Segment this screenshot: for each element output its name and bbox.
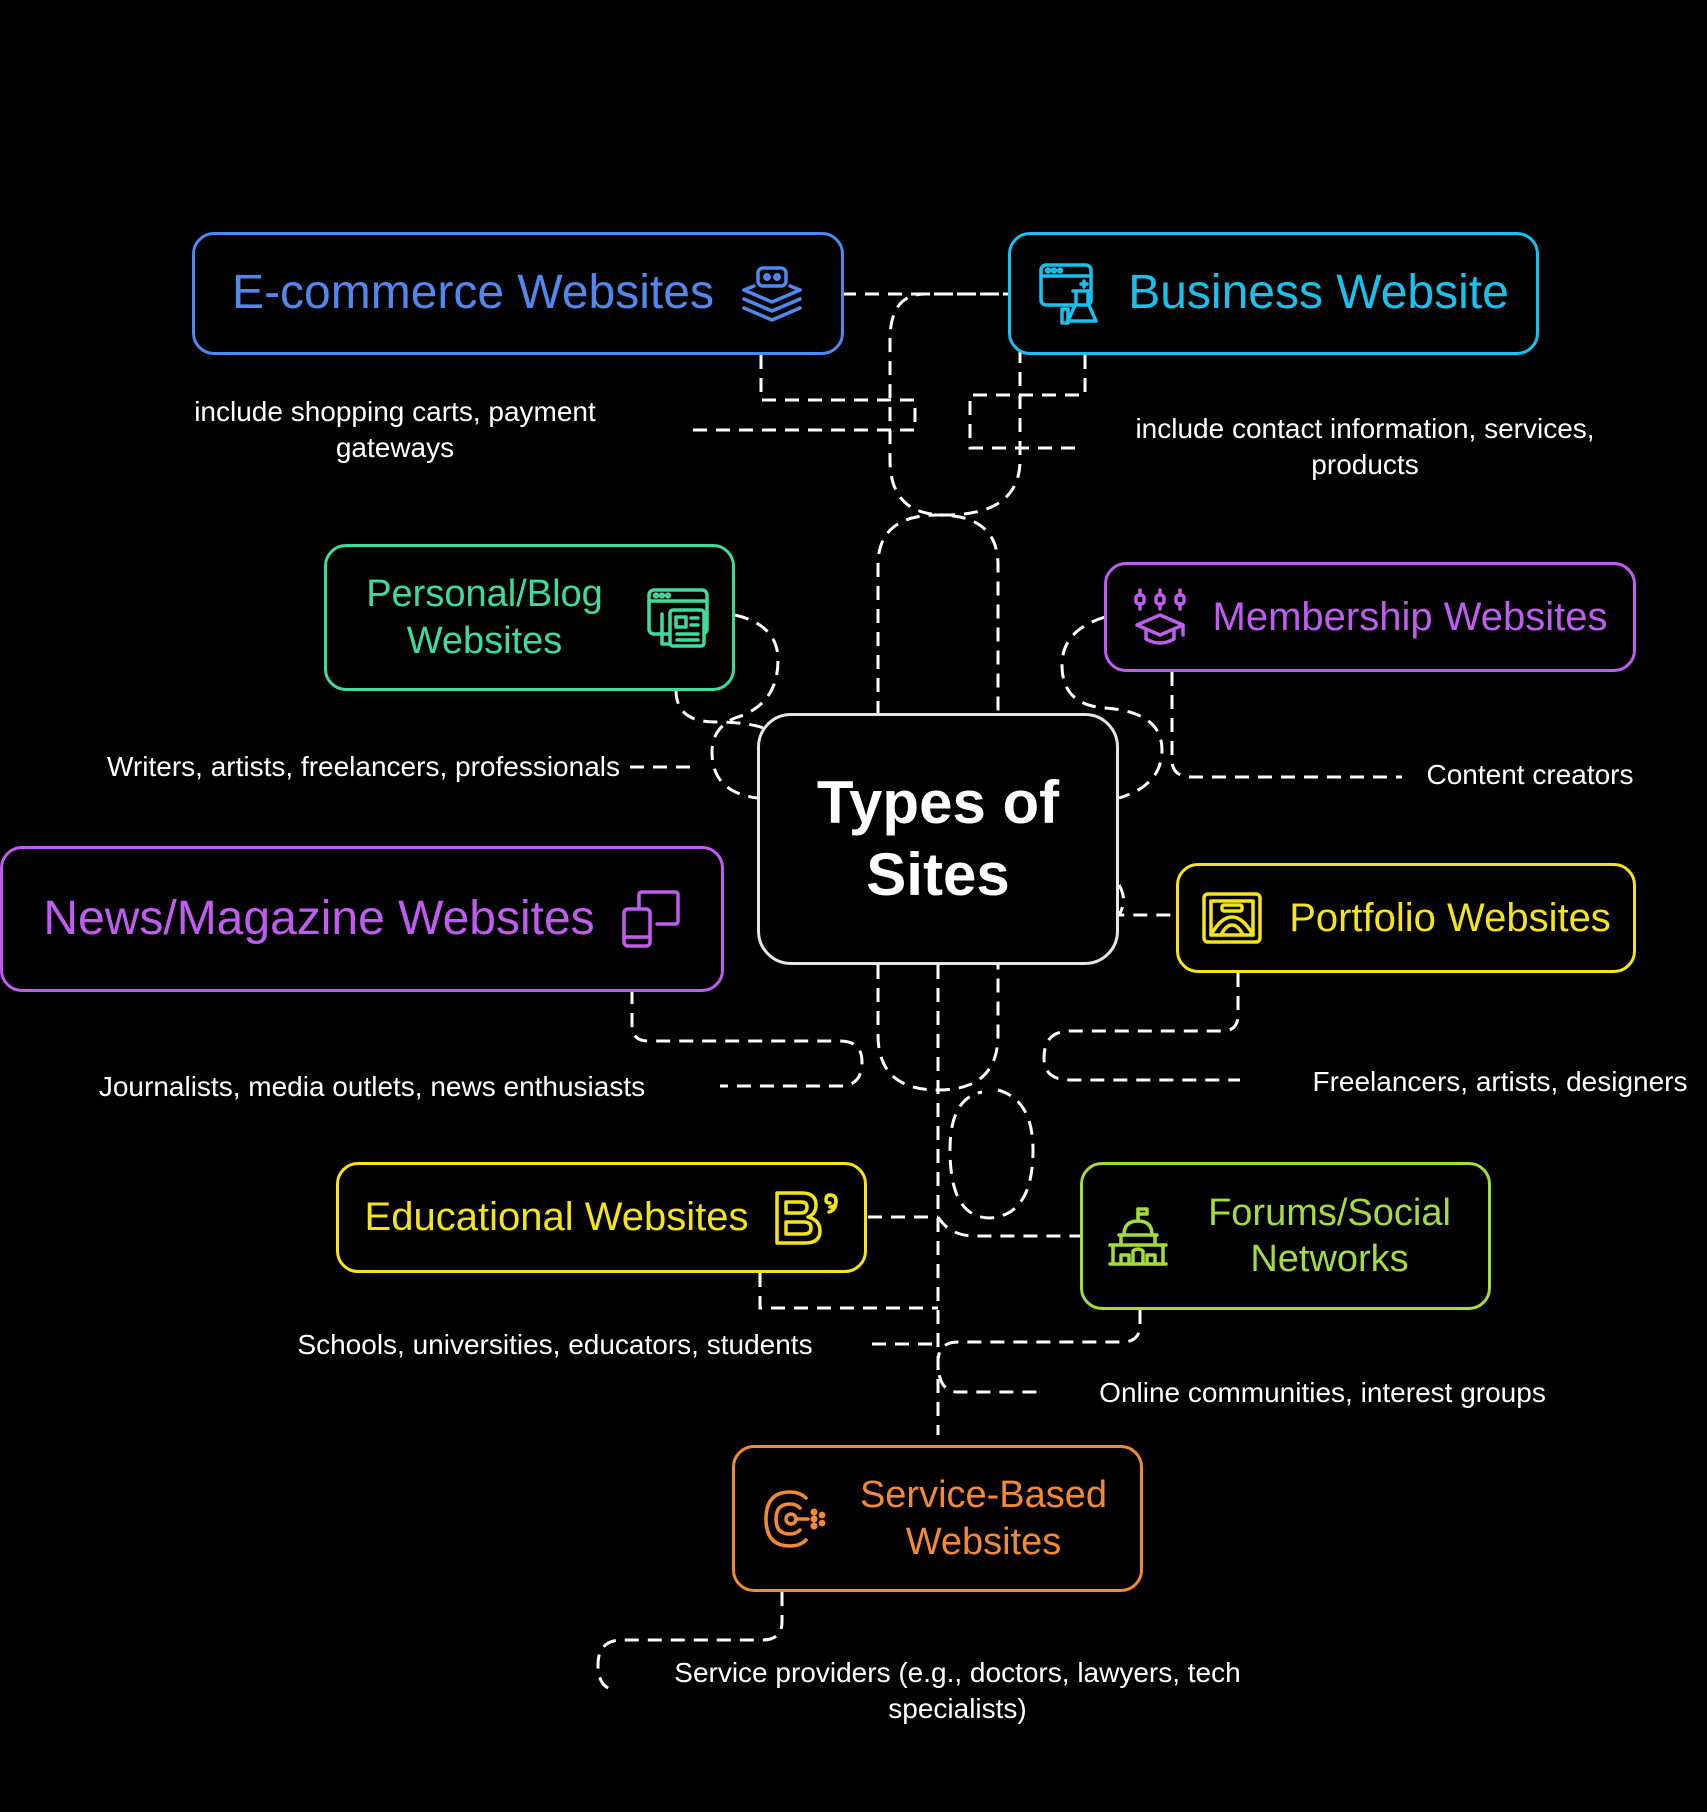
portfolio-node[interactable]: Portfolio Websites <box>1176 863 1636 973</box>
portfolio-label: Portfolio Websites <box>1289 895 1611 940</box>
service-description: Service providers (e.g., doctors, lawyer… <box>674 1657 1241 1725</box>
gallery-frame-icon <box>1201 891 1263 945</box>
news-node[interactable]: News/Magazine Websites <box>0 846 724 992</box>
forums-label: Forums/Social Networks <box>1208 1191 1451 1280</box>
devices-icon <box>621 889 681 949</box>
personal-label: Personal/Blog Websites <box>366 573 603 662</box>
news-description: Journalists, media outlets, news enthusi… <box>98 1071 646 1102</box>
letter-b-icon <box>774 1190 839 1246</box>
membership-description: Content creators <box>1426 759 1634 790</box>
service-node[interactable]: Service-Based Websites <box>732 1445 1143 1592</box>
graduation-cap-icon <box>1133 587 1187 647</box>
personal-node[interactable]: Personal/Blog Websites <box>324 544 735 691</box>
service-logo-icon <box>762 1488 828 1550</box>
membership-label: Membership Websites <box>1212 594 1608 639</box>
center-node: Types of Sites <box>757 713 1119 965</box>
business-label: Business Website <box>1128 266 1509 320</box>
blog-article-icon <box>646 586 710 650</box>
web-lab-icon <box>1038 261 1102 327</box>
membership-node[interactable]: Membership Websites <box>1104 562 1636 672</box>
stacked-layers-icon <box>740 262 804 326</box>
educational-node[interactable]: Educational Websites <box>336 1162 867 1273</box>
center-title: Types of Sites <box>816 769 1060 908</box>
business-description: include contact information, services, p… <box>1135 413 1595 481</box>
ecommerce-node[interactable]: E-commerce Websites <box>192 232 844 355</box>
forums-node[interactable]: Forums/Social Networks <box>1080 1162 1491 1310</box>
educational-description: Schools, universities, educators, studen… <box>297 1329 813 1360</box>
ecommerce-label: E-commerce Websites <box>232 266 714 320</box>
portfolio-description: Freelancers, artists, designers <box>1312 1066 1688 1097</box>
capitol-building-icon <box>1107 1205 1169 1267</box>
personal-description: Writers, artists, freelancers, professio… <box>107 751 620 782</box>
ecommerce-description: include shopping carts, payment gateways <box>194 396 596 464</box>
educational-label: Educational Websites <box>364 1195 749 1240</box>
forums-description: Online communities, interest groups <box>1099 1377 1546 1408</box>
service-label: Service-Based Websites <box>859 1474 1108 1563</box>
business-node[interactable]: Business Website <box>1008 232 1539 355</box>
news-label: News/Magazine Websites <box>43 891 595 945</box>
